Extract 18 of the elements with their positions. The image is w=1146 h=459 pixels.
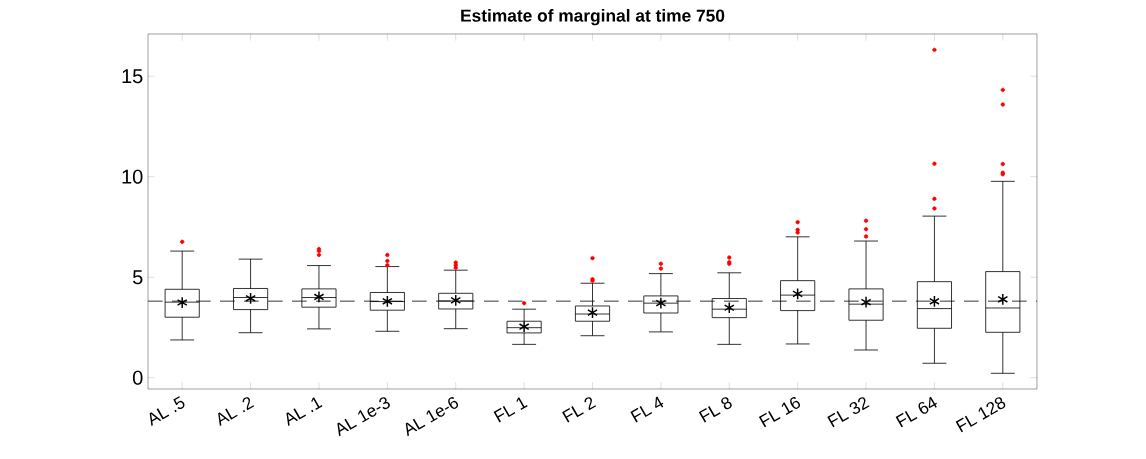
x-tick-label: AL .5 xyxy=(149,396,185,426)
x-tick-label: FL 16 xyxy=(758,397,801,428)
y-tick-label: 5 xyxy=(132,270,143,285)
y-tick-label: 0 xyxy=(132,370,143,385)
x-tick-label: FL 2 xyxy=(562,397,597,423)
x-tick-label: FL 1 xyxy=(493,397,528,423)
y-tick-label: 10 xyxy=(122,169,143,184)
y-tick-label: 15 xyxy=(122,69,143,84)
x-tick-label: AL 1e-3 xyxy=(337,397,390,437)
x-tick-label: AL .2 xyxy=(218,397,255,427)
x-tick-label: FL 32 xyxy=(827,397,870,428)
x-tick-label: FL 64 xyxy=(895,396,937,428)
x-tick-label: FL 8 xyxy=(698,397,732,423)
x-tick-label: AL .1 xyxy=(286,397,323,426)
chart-title: Estimate of marginal at time 750 xyxy=(461,9,725,26)
x-tick-label: FL 4 xyxy=(630,396,664,423)
x-tick-label: AL 1e-6 xyxy=(405,397,459,437)
x-tick-label: FL 128 xyxy=(955,397,1006,433)
